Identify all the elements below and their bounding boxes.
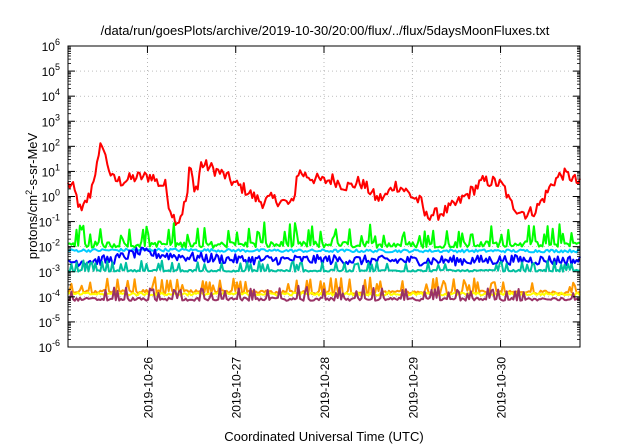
y-tick-label: 102 [42,137,60,154]
y-tick-label-base: 10 [39,266,53,280]
series-line-3 [67,247,581,254]
y-tick-label-base: 10 [39,241,53,255]
y-tick-label: 106 [42,37,60,54]
y-tick-label: 100 [42,188,60,205]
y-tick-label-exponent: -3 [52,263,60,273]
x-tick-label: 2019-10-27 [230,357,244,419]
y-tick-label: 104 [42,87,60,104]
y-tick-label-exponent: -5 [52,313,60,323]
x-tick-label: 2019-10-26 [141,357,155,419]
y-tick-label-exponent: 5 [55,62,60,72]
series-line-5 [67,259,581,273]
y-tick-label-base: 10 [39,291,53,305]
x-axis-ticks: 2019-10-26 2019-10-27 2019-10-28 2019-10-29… [141,46,509,419]
y-tick-label-exponent: 1 [55,162,60,172]
y-tick-label: 10-2 [39,238,60,255]
series-line-1 [67,142,581,226]
y-tick-label-exponent: -4 [52,288,60,298]
y-tick-label-base: 10 [39,316,53,330]
y-tick-label-exponent: -6 [52,338,60,348]
y-axis-ticks: 10-610-510-410-310-210-11001011021031041… [39,37,580,355]
y-tick-label-base: 10 [42,40,56,54]
y-tick-label: 10-5 [39,313,60,330]
y-tick-label-exponent: 4 [55,87,60,97]
y-tick-label-base: 10 [42,90,56,104]
y-tick-label-base: 10 [42,115,56,129]
grid-lines [68,46,580,347]
y-tick-label-exponent: 6 [55,37,60,47]
series-line-6 [67,276,581,296]
y-tick-label-base: 10 [42,140,56,154]
x-tick-label: 2019-10-29 [406,357,420,419]
x-tick-label: 2019-10-30 [495,357,509,419]
x-axis-label: Coordinated Universal Time (UTC) [224,429,423,444]
x-tick-label: 2019-10-28 [318,357,332,419]
y-tick-label: 10-4 [39,288,60,305]
y-tick-label-base: 10 [42,191,56,205]
series-line-2 [67,221,581,249]
y-tick-label: 10-3 [39,263,60,280]
y-tick-label-exponent: -2 [52,238,60,248]
series-group [67,142,581,302]
series-line-8 [67,284,581,302]
y-axis-label-rest: -s-sr-MeV [25,132,40,189]
y-axis-label-base: protons/cm [25,195,40,259]
y-tick-label: 103 [42,112,60,129]
y-tick-label-exponent: 2 [55,137,60,147]
series-line-4 [67,246,581,268]
y-tick-label: 101 [42,162,60,179]
y-tick-label-exponent: 3 [55,112,60,122]
y-axis-label: protons/cm2-s-sr-MeV [24,132,40,259]
y-tick-label-base: 10 [42,165,56,179]
y-tick-label-exponent: 0 [55,188,60,198]
y-tick-label-base: 10 [39,341,53,355]
y-tick-label-exponent: -1 [52,213,60,223]
y-axis-label-sup: 2 [24,190,34,195]
y-tick-label: 10-6 [39,338,60,355]
y-tick-label: 105 [42,62,60,79]
y-tick-label: 10-1 [39,213,60,230]
y-tick-label-base: 10 [39,216,53,230]
y-tick-label-base: 10 [42,65,56,79]
chart-title: /data/run/goesPlots/archive/2019-10-30/2… [101,23,550,38]
